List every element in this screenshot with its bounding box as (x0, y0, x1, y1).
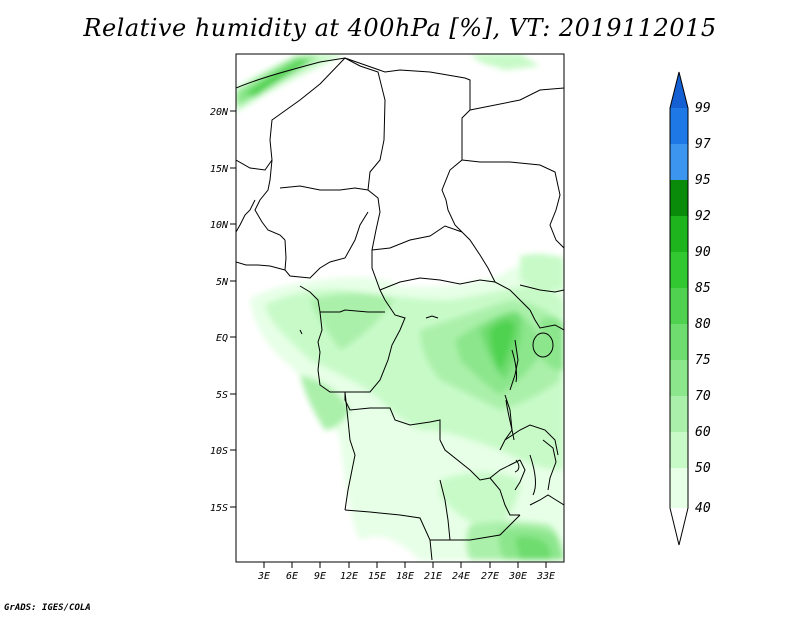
lat-label-10s: 10S (210, 446, 228, 457)
lon-label-27e: 27E (481, 571, 499, 582)
lon-label-9e: 9E (314, 571, 326, 582)
legend-label-90: 90 (695, 245, 711, 260)
legend-swatch-95 (670, 144, 688, 180)
legend-swatch-85 (670, 252, 688, 288)
latitude-ticks (230, 110, 236, 508)
lon-label-3e: 3E (257, 571, 270, 582)
legend-outline (669, 71, 689, 546)
grads-credit: GrADS: IGES/COLA (4, 603, 91, 613)
lon-label-6e: 6E (286, 571, 298, 582)
legend-label-60: 60 (695, 425, 711, 440)
legend-label-99: 99 (695, 101, 711, 116)
lat-label-15s: 15S (210, 503, 228, 514)
humidity-shading (236, 54, 564, 560)
legend-swatch-40 (670, 468, 688, 508)
legend-label-40: 40 (695, 501, 711, 516)
lat-label-15n: 15N (210, 164, 229, 175)
latitude-labels: 20N 15N 10N 5N EQ 5S 10S 15S (210, 107, 229, 514)
lon-label-33e: 33E (536, 571, 555, 582)
lat-label-5n: 5N (216, 277, 229, 288)
lat-label-10n: 10N (210, 220, 229, 231)
legend-label-97: 97 (695, 137, 711, 152)
legend-swatch-80 (670, 288, 688, 324)
country-borders (236, 57, 564, 561)
legend-swatch-60 (670, 396, 688, 432)
chart-title: Relative humidity at 400hPa [%], VT: 201… (83, 14, 717, 42)
legend-label-50: 50 (695, 461, 711, 476)
lon-label-18e: 18E (396, 571, 414, 582)
lon-label-12e: 12E (340, 571, 358, 582)
longitude-labels: 3E 6E 9E 12E 15E 18E 21E 24E 27E 30E 33E (257, 571, 555, 582)
lat-label-20n: 20N (210, 107, 229, 118)
legend-bottom-triangle (670, 508, 688, 545)
legend-swatch-50 (670, 432, 688, 468)
legend-swatch-97 (670, 108, 688, 144)
legend-swatch-90 (670, 216, 688, 252)
legend-label-95: 95 (695, 173, 711, 188)
legend-label-80: 80 (695, 317, 711, 332)
legend-label-92: 92 (695, 209, 711, 224)
longitude-ticks (263, 562, 547, 568)
lat-label-5s: 5S (216, 390, 228, 401)
lon-label-24e: 24E (452, 571, 470, 582)
lon-label-21e: 21E (424, 571, 442, 582)
lat-label-eq: EQ (216, 333, 228, 344)
legend-label-85: 85 (695, 281, 711, 296)
color-legend: 99 97 95 92 90 85 80 75 70 60 50 40 (669, 71, 711, 546)
legend-swatch-92 (670, 180, 688, 216)
lon-label-15e: 15E (368, 571, 386, 582)
lakes (299, 315, 554, 496)
legend-label-70: 70 (695, 389, 711, 404)
lon-label-30e: 30E (508, 571, 527, 582)
legend-top-triangle (670, 72, 688, 108)
legend-swatch-75 (670, 324, 688, 360)
legend-label-75: 75 (695, 353, 711, 368)
map-frame (235, 53, 565, 563)
legend-swatch-70 (670, 360, 688, 396)
